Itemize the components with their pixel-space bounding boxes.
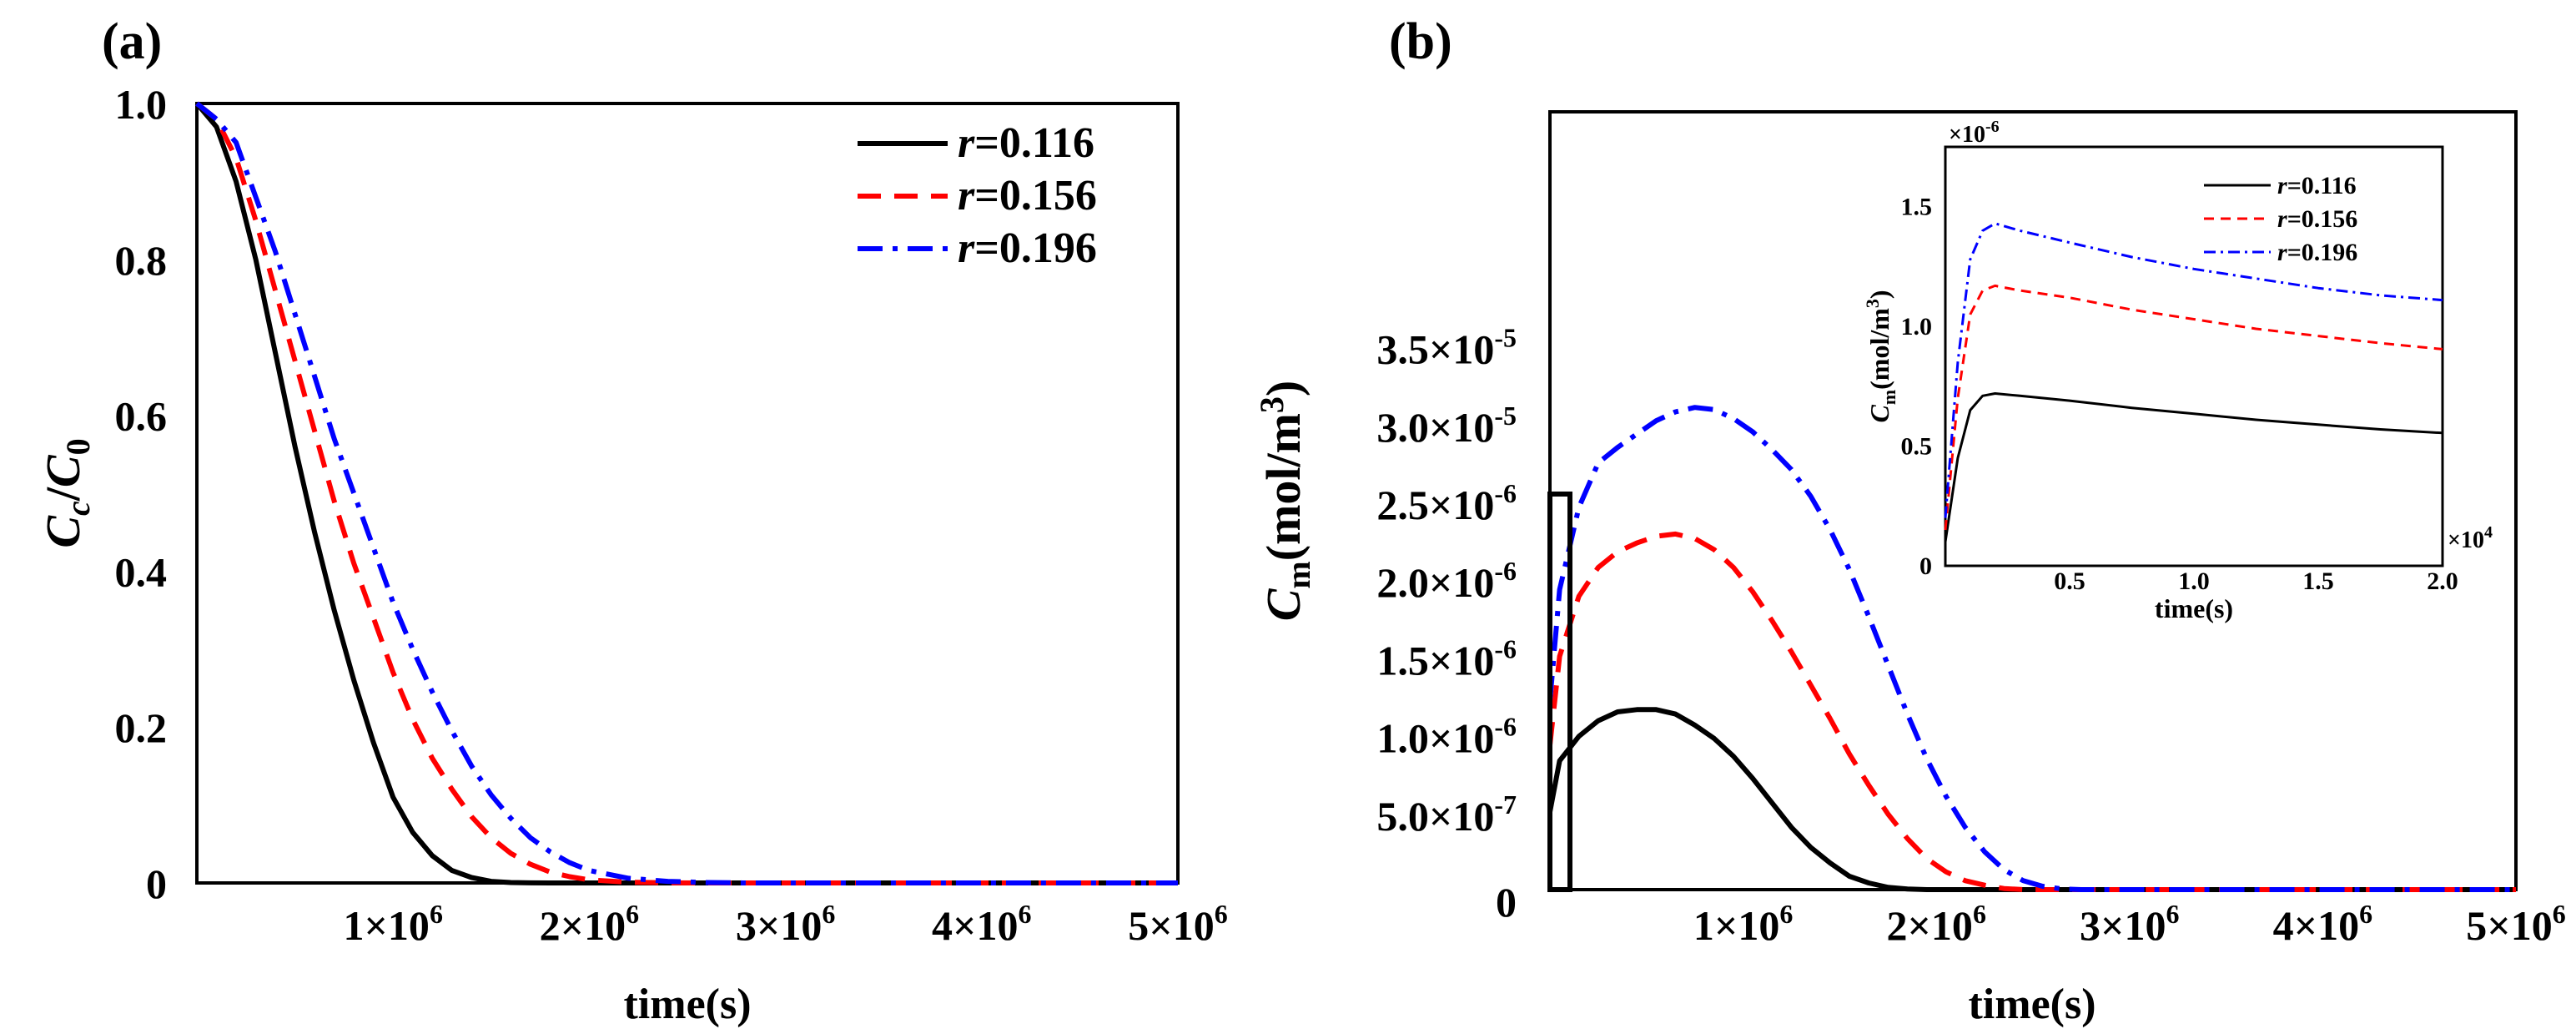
panel-a: (a) 0 0.2 0.4 0.6 0.8 1.0 1×106 2×106 3×106 4×10… <box>36 13 1228 1028</box>
inset-x-ticks: 0.5 1.0 1.5 2.0 <box>2054 567 2458 595</box>
inset-series-line-0.196 <box>1944 222 2443 518</box>
inset-legend-entry-r-0.156: r=0.156 <box>2204 205 2357 233</box>
panel-a-x-tick-label: 3×106 <box>736 899 836 949</box>
panel-b-series-line-r-0.196 <box>1547 405 2516 892</box>
panel-a-frame <box>195 102 1180 885</box>
inset-x-tick-label: 1.5 <box>2302 567 2334 595</box>
inset-y-multiplier: ×10-6 <box>1949 118 2000 148</box>
svg-text:r=0.156: r=0.156 <box>958 172 1097 219</box>
inset-chart: 0 0.5 1.0 1.5 0.5 1.0 1.5 2.0 ×10-6 ×104 time(… <box>1862 118 2493 623</box>
panel-a-x-axis-label: time(s) <box>623 981 751 1028</box>
panel-b-series <box>1547 405 2516 892</box>
panel-b-y-tick-label: 3.0×10-5 <box>1376 401 1517 451</box>
inset-legend: r=0.116 r=0.156 r=0.196 <box>2204 172 2357 266</box>
panel-a-x-tick-label: 4×106 <box>932 899 1032 949</box>
inset-frame <box>1944 145 2444 567</box>
svg-text:r=0.196: r=0.196 <box>2277 239 2357 266</box>
svg-text:r=0.196: r=0.196 <box>958 224 1097 272</box>
inset-legend-entry-r-0.116: r=0.116 <box>2204 172 2357 199</box>
panel-a-y-axis-label: Cc/C0 <box>36 438 97 547</box>
panel-b-label: (b) <box>1389 13 1452 70</box>
panel-b-y-ticks: 0 5.0×10-7 1.0×10-6 1.5×10-6 2.0×10-6 2.5×10-… <box>1376 323 1517 926</box>
svg-text:r=0.156: r=0.156 <box>2277 205 2357 233</box>
panel-b-x-tick-label: 5×106 <box>2466 899 2566 949</box>
panel-b-y-tick-label: 2.0×10-6 <box>1376 556 1517 606</box>
panel-b-y-axis-label: Cm(mol/m3) <box>1253 381 1317 622</box>
inset-y-tick-label: 0.5 <box>1901 433 1933 461</box>
inset-x-tick-label: 1.0 <box>2178 567 2210 595</box>
inset-y-tick-label: 1.5 <box>1901 194 1933 221</box>
panel-b-series-line-r-0.156 <box>1547 531 2516 892</box>
panel-a-x-tick-label: 5×106 <box>1128 899 1228 949</box>
inset-x-tick-label: 0.5 <box>2054 567 2085 595</box>
panel-a-y-tick-label: 0.8 <box>115 237 168 284</box>
panel-b-x-tick-label: 4×106 <box>2273 899 2373 949</box>
legend-entry-r-0.196: r=0.196 <box>858 224 1097 272</box>
panel-b-y-tick-label: 2.5×10-6 <box>1376 478 1517 528</box>
panel-a-y-tick-label: 0.2 <box>115 704 168 751</box>
panel-a-x-tick-label: 2×106 <box>540 899 640 949</box>
panel-a-series-line-0.116 <box>194 102 1178 885</box>
panel-a-legend: r=0.116 r=0.156 r=0.196 <box>858 119 1097 272</box>
panel-a-label: (a) <box>102 13 162 70</box>
panel-a-y-tick-label: 1.0 <box>115 81 168 128</box>
inset-x-tick-label: 2.0 <box>2427 567 2458 595</box>
panel-a-y-ticks: 0 0.2 0.4 0.6 0.8 1.0 <box>115 81 168 907</box>
panel-a-series <box>194 101 1178 885</box>
panel-b-series-line-r-0.116 <box>1547 707 2516 892</box>
panel-a-y-tick-label: 0 <box>146 860 167 907</box>
panel-b-y-tick-label: 3.5×10-5 <box>1376 323 1517 373</box>
panel-a-x-ticks: 1×106 2×106 3×106 4×106 5×106 <box>343 899 1227 949</box>
panel-a-x-tick-label: 1×106 <box>343 899 443 949</box>
inset-series-line-0.116 <box>1944 392 2443 542</box>
svg-text:r=0.116: r=0.116 <box>2277 172 2357 199</box>
panel-b-x-axis-label: time(s) <box>1968 981 2096 1028</box>
panel-b-y-tick-label: 1.0×10-6 <box>1376 712 1517 762</box>
inset-series <box>1944 222 2443 542</box>
legend-entry-r-0.116: r=0.116 <box>858 119 1094 167</box>
legend-entry-r-0.156: r=0.156 <box>858 172 1097 219</box>
panel-b-y-tick-label: 1.5×10-6 <box>1376 633 1517 683</box>
inset-legend-entry-r-0.196: r=0.196 <box>2204 239 2357 266</box>
inset-series-line-0.156 <box>1944 284 2443 531</box>
panel-b-x-tick-label: 3×106 <box>2080 899 2180 949</box>
inset-y-ticks: 0 0.5 1.0 1.5 <box>1901 194 1933 580</box>
panel-a-y-tick-label: 0.4 <box>115 548 168 595</box>
panel-b: (b) 05.0×10-71.0×10-61.5×10-62.0×10-62.5… <box>1253 13 2566 1028</box>
inset-x-axis-label: time(s) <box>2155 593 2233 623</box>
panel-b-x-tick-label: 2×106 <box>1886 899 1986 949</box>
inset-x-multiplier: ×104 <box>2448 523 2493 553</box>
panel-b-y-tick-label: 5.0×10-7 <box>1376 789 1517 840</box>
panel-b-highlight-box <box>1547 492 1572 892</box>
panel-b-x-tick-label: 1×106 <box>1693 899 1794 949</box>
panel-b-y-tick-label: 0 <box>1496 879 1517 926</box>
inset-y-axis-label: Cm(mol/m3) <box>1862 290 1899 422</box>
inset-y-tick-label: 1.0 <box>1901 313 1933 340</box>
panel-a-series-line-0.156 <box>195 101 1178 885</box>
inset-y-tick-label: 0 <box>1919 552 1932 580</box>
panel-b-x-ticks: 1×106 2×106 3×106 4×106 5×106 <box>1693 899 2566 949</box>
panel-a-series-line-0.196 <box>195 101 1178 885</box>
panel-a-y-tick-label: 0.6 <box>115 393 168 440</box>
svg-text:r=0.116: r=0.116 <box>958 119 1094 167</box>
